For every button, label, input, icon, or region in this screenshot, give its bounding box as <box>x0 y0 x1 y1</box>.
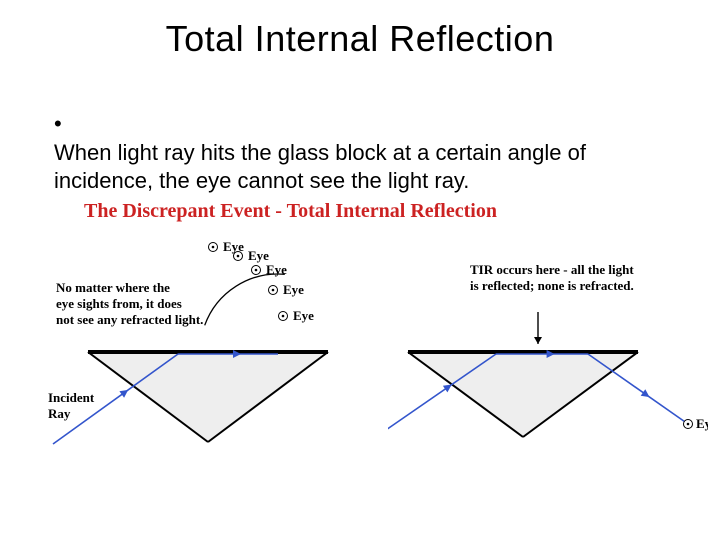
bullet-item: • When light ray hits the glass block at… <box>54 110 670 196</box>
svg-text:Eye: Eye <box>293 308 314 323</box>
svg-text:Eye: Eye <box>223 239 244 254</box>
bullet-text: When light ray hits the glass block at a… <box>54 139 644 196</box>
left-diagram: EyeEyeEyeEyeEyeNo matter where theeye si… <box>48 232 368 452</box>
svg-text:eye sights from, it does: eye sights from, it does <box>56 296 182 311</box>
bullet-dot: • <box>54 110 76 139</box>
diagram-subheading: The Discrepant Event - Total Internal Re… <box>84 200 497 223</box>
svg-text:Eye: Eye <box>266 262 287 277</box>
left-diagram-svg: EyeEyeEyeEyeEyeNo matter where theeye si… <box>48 232 368 452</box>
svg-text:Eye: Eye <box>248 248 269 263</box>
slide: Total Internal Reflection • When light r… <box>0 0 720 540</box>
svg-text:not see any refracted light.: not see any refracted light. <box>56 312 203 327</box>
svg-text:Incident: Incident <box>48 390 95 405</box>
svg-text:No matter where the: No matter where the <box>56 280 170 295</box>
svg-text:Ray: Ray <box>48 406 71 421</box>
page-title: Total Internal Reflection <box>0 18 720 60</box>
right-diagram: Eye TIR occurs here - all the lightis ref… <box>388 232 708 452</box>
svg-text:TIR occurs here - all the ligh: TIR occurs here - all the light <box>470 262 634 277</box>
svg-text:is reflected; none is refracte: is reflected; none is refracted. <box>470 278 634 293</box>
right-diagram-svg: Eye TIR occurs here - all the lightis ref… <box>388 232 708 452</box>
svg-text:Eye: Eye <box>283 282 304 297</box>
svg-text:Eye: Eye <box>696 416 708 431</box>
